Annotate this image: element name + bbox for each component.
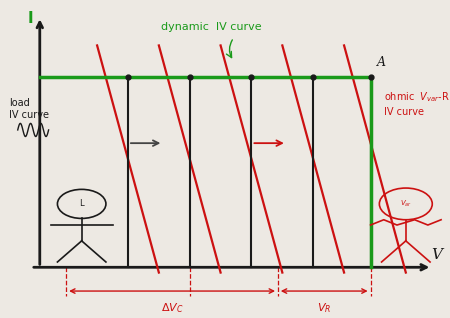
Text: L: L — [79, 199, 84, 208]
Text: A: A — [377, 56, 386, 69]
Text: load
IV curve: load IV curve — [9, 98, 49, 120]
Text: $V_R$: $V_R$ — [317, 301, 331, 315]
Text: V: V — [431, 248, 442, 262]
Text: ohmic  $V_{var}$-R
IV curve: ohmic $V_{var}$-R IV curve — [384, 90, 450, 117]
Text: I: I — [27, 11, 33, 26]
Text: dynamic  IV curve: dynamic IV curve — [162, 22, 262, 32]
Text: $\Delta V_C$: $\Delta V_C$ — [161, 301, 184, 315]
Text: $V_{ar}$: $V_{ar}$ — [400, 199, 412, 209]
